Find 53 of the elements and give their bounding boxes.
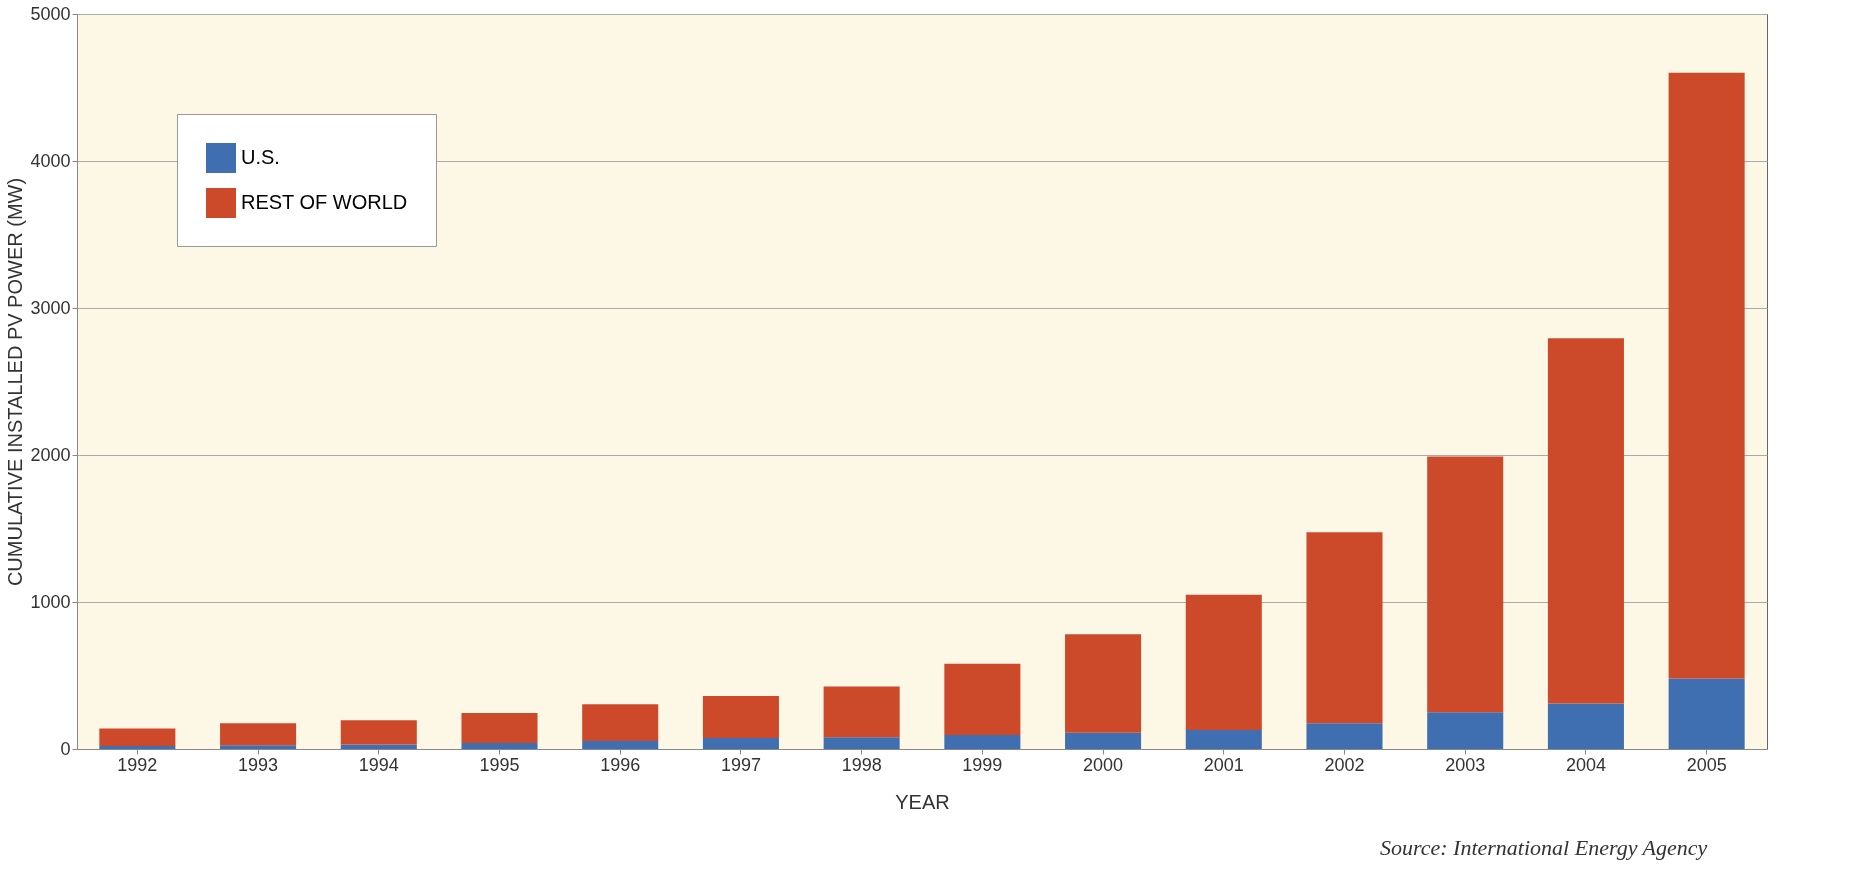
bar [1306, 532, 1383, 724]
bar [1668, 678, 1745, 749]
bar [582, 740, 659, 749]
bar [340, 744, 417, 749]
x-tick-label: 2001 [1203, 754, 1244, 775]
y-tick-label: 0 [60, 738, 71, 759]
bar [1306, 723, 1383, 749]
bar [1065, 732, 1142, 749]
y-tick-label: 1000 [30, 591, 71, 612]
bar [944, 735, 1021, 749]
x-tick-label: 1997 [720, 754, 761, 775]
bar [1185, 729, 1262, 749]
x-tick-label: 1995 [479, 754, 520, 775]
bar [702, 737, 779, 749]
bar [220, 723, 297, 746]
bar [1065, 634, 1142, 733]
x-axis-title: YEAR [895, 790, 950, 813]
bar [582, 704, 659, 741]
x-tick-label: 1998 [841, 754, 882, 775]
y-tick-label: 4000 [30, 150, 71, 171]
bar [1185, 594, 1262, 730]
y-tick-label: 3000 [30, 297, 71, 318]
y-tick-label: 5000 [30, 3, 71, 24]
bar [1427, 456, 1504, 713]
bar [823, 686, 900, 738]
bar [220, 745, 297, 749]
x-tick-label: 1994 [358, 754, 399, 775]
x-tick-label: 2003 [1445, 754, 1486, 775]
bar [823, 737, 900, 749]
x-tick-label: 1996 [600, 754, 641, 775]
bar [1427, 712, 1504, 749]
bar [99, 746, 176, 749]
bar [340, 720, 417, 745]
bar [99, 728, 176, 747]
x-tick-label: 1993 [238, 754, 279, 775]
bar [461, 743, 538, 749]
x-tick-label: 1992 [117, 754, 158, 775]
bar [702, 696, 779, 738]
bar [1547, 703, 1624, 749]
source-note: Source: International Energy Agency [1380, 835, 1708, 861]
legend-label: REST OF WORLD [241, 191, 408, 213]
legend-label: U.S. [241, 146, 280, 168]
y-tick-label: 2000 [30, 444, 71, 465]
bar [1668, 72, 1745, 679]
x-tick-label: 1999 [962, 754, 1003, 775]
bar [944, 663, 1021, 736]
bar [1547, 338, 1624, 704]
x-tick-label: 2005 [1686, 754, 1727, 775]
x-tick-label: 2000 [1083, 754, 1124, 775]
x-tick-label: 2002 [1324, 754, 1365, 775]
bar [461, 712, 538, 744]
x-tick-label: 2004 [1565, 754, 1606, 775]
y-axis-title: CUMULATIVE INSTALLED PV POWER (MW) [4, 177, 27, 587]
